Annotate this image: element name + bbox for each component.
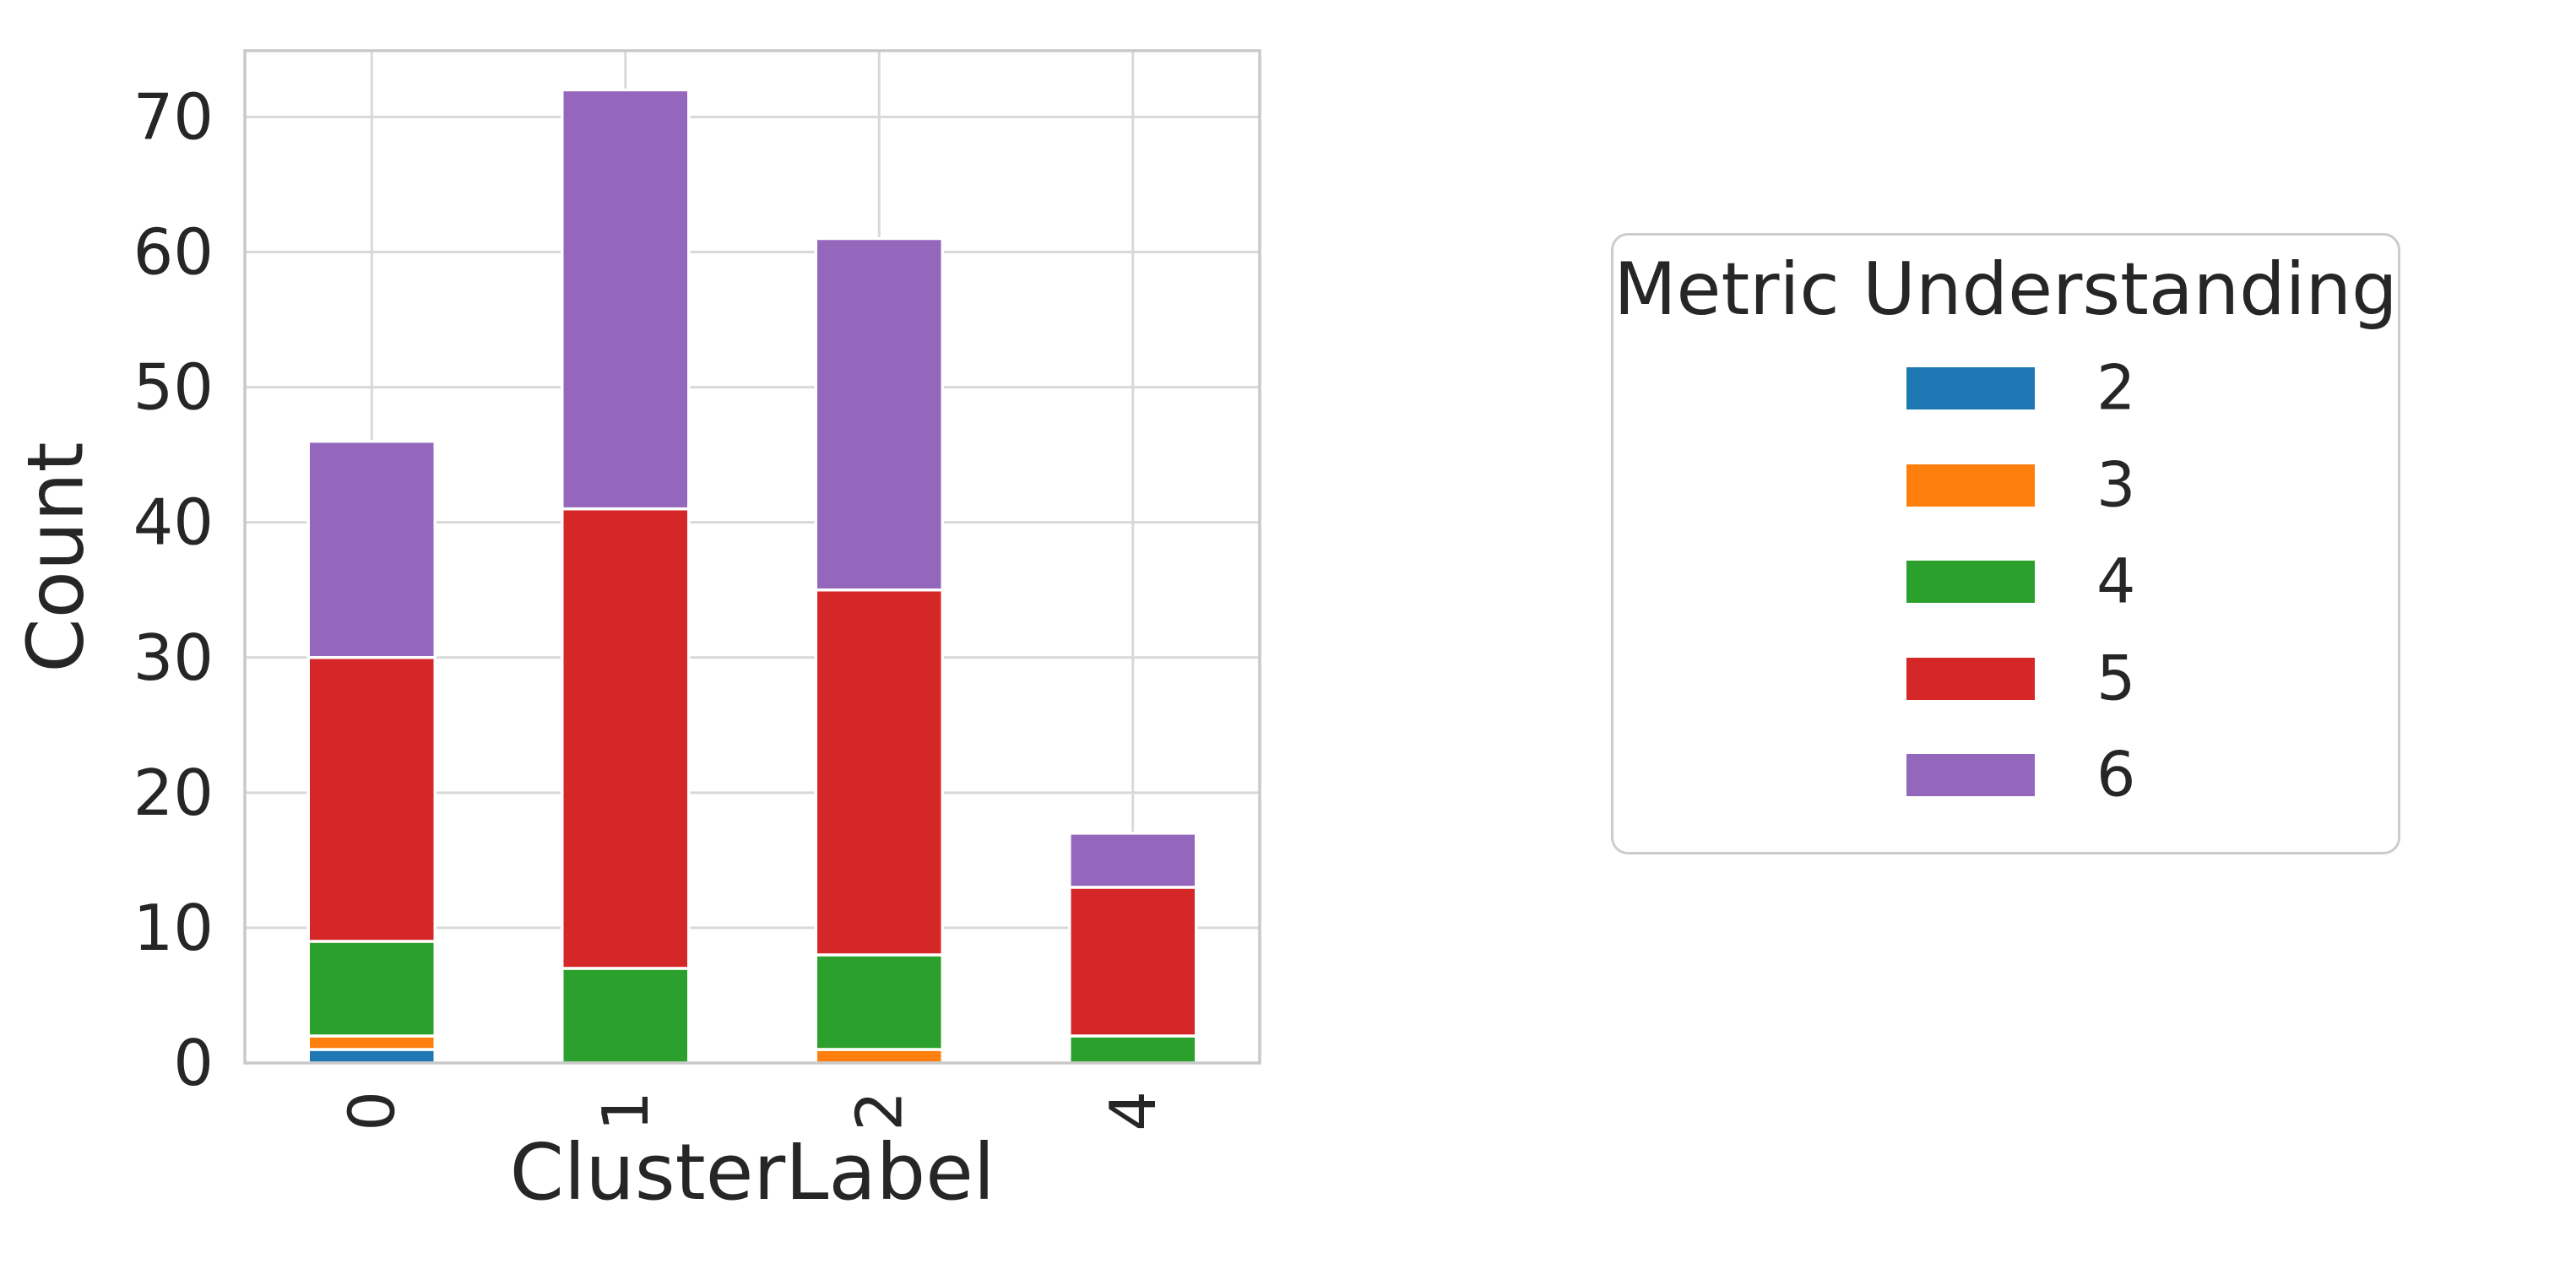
plot-border-rect — [243, 49, 1261, 1065]
legend-title: Metric Understanding — [1613, 247, 2398, 332]
x-tick-label: 0 — [334, 1091, 409, 1131]
bar-segment — [814, 953, 944, 1051]
legend-swatch — [1906, 464, 2035, 507]
bar-segment — [814, 588, 944, 957]
y-tick-label: 20 — [133, 756, 214, 830]
bar-segment — [814, 1048, 944, 1065]
bar-segment — [306, 1048, 437, 1065]
bar-segment — [561, 507, 691, 970]
y-tick-label: 40 — [133, 485, 214, 560]
legend-row: 4 — [1613, 551, 2398, 658]
bar-segment — [1068, 886, 1198, 1038]
legend-row: 3 — [1613, 455, 2398, 561]
bar-segment — [306, 439, 437, 659]
legend-swatch — [1906, 754, 2035, 796]
bar-segment — [306, 940, 437, 1038]
bar-segment — [561, 88, 691, 511]
x-tick-label: 4 — [1096, 1091, 1170, 1131]
bar-segment — [306, 656, 437, 943]
legend-label: 3 — [2096, 449, 2136, 522]
x-axis-label: ClusterLabel — [510, 1127, 995, 1217]
plot-border — [243, 49, 1261, 1065]
y-tick-label: 0 — [173, 1026, 214, 1100]
y-tick-label: 50 — [133, 350, 214, 425]
legend-label: 2 — [2096, 352, 2136, 425]
x-tick-label: 1 — [588, 1091, 663, 1131]
bars — [306, 88, 1198, 1065]
legend-label: 4 — [2096, 545, 2136, 618]
y-tick-label: 10 — [133, 891, 214, 965]
legend-row: 6 — [1613, 745, 2398, 851]
legend-label: 6 — [2096, 739, 2136, 811]
bar-segment — [561, 967, 691, 1065]
y-axis-tick-labels: 0 10 20 30 40 50 60 70 — [133, 79, 214, 1100]
legend-row: 2 — [1613, 358, 2398, 464]
y-axis-label: Count — [11, 442, 101, 672]
legend-swatch — [1906, 658, 2035, 700]
legend-label: 5 — [2096, 643, 2136, 715]
legend-swatch — [1906, 561, 2035, 603]
y-tick-label: 30 — [133, 621, 214, 695]
legend-swatch — [1906, 367, 2035, 409]
x-tick-label: 2 — [842, 1091, 916, 1131]
y-tick-label: 60 — [133, 215, 214, 290]
y-tick-label: 70 — [133, 79, 214, 154]
x-axis-tick-labels: 0 1 2 4 — [334, 1091, 1170, 1131]
bar-segment — [306, 1034, 437, 1051]
bar-segment — [814, 236, 944, 592]
bar-segment — [1068, 1034, 1198, 1065]
legend-row: 5 — [1613, 648, 2398, 755]
bar-segment — [1068, 832, 1198, 889]
